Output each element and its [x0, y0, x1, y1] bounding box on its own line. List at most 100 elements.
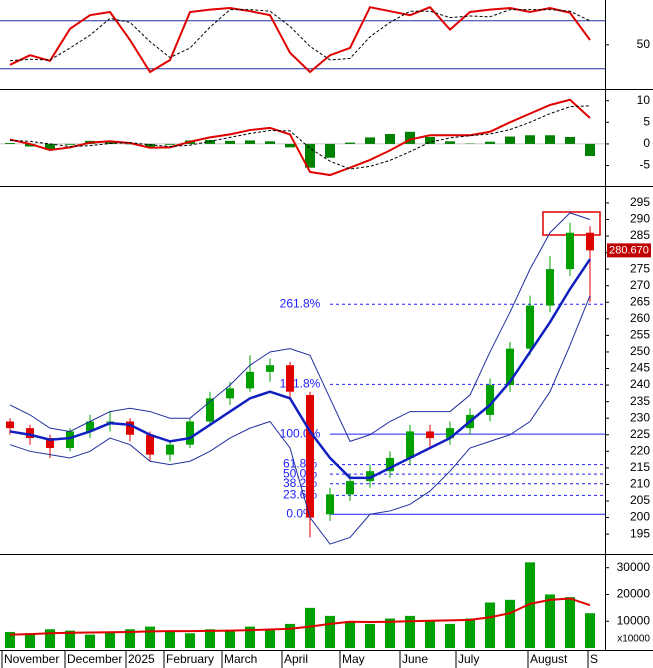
- candle-body: [546, 269, 554, 306]
- bar: [565, 597, 575, 648]
- bar: [45, 143, 55, 150]
- bar: [445, 623, 455, 648]
- bar: [305, 607, 315, 648]
- candle-body: [526, 305, 534, 349]
- y-tick-label: 20000: [617, 587, 651, 601]
- candle-body: [566, 232, 574, 270]
- series-line: [9, 295, 591, 545]
- candle-body: [286, 365, 294, 392]
- bar: [205, 629, 215, 648]
- y-tick-label: 240: [630, 377, 650, 391]
- x-tick-label: May: [342, 652, 365, 666]
- y-tick-label: -5: [639, 158, 650, 172]
- fib-label: 161.8%: [280, 377, 321, 391]
- candle-body: [406, 431, 414, 458]
- y-tick-label: 230: [630, 410, 650, 424]
- bar: [445, 141, 455, 144]
- candle-body: [326, 494, 334, 515]
- candle-body: [446, 428, 454, 439]
- x-tick-label: April: [284, 652, 308, 666]
- y-tick-label: 260: [630, 311, 650, 325]
- y-tick-label: 220: [630, 443, 650, 457]
- y-tick-label: 265: [630, 294, 650, 308]
- candle-body: [86, 421, 94, 432]
- bar: [105, 141, 115, 144]
- bar: [65, 143, 75, 145]
- bar: [125, 629, 135, 648]
- panel-borders: [0, 0, 653, 651]
- bar: [285, 143, 295, 148]
- candle-body: [426, 431, 434, 439]
- bar: [465, 618, 475, 648]
- x-tick-label: December: [67, 652, 122, 666]
- x-tick-label: March: [224, 652, 257, 666]
- bar: [85, 634, 95, 648]
- y-tick-label: 5: [643, 114, 650, 128]
- candle-body: [46, 438, 54, 449]
- candle-body: [26, 428, 34, 439]
- bar: [505, 136, 515, 144]
- bar: [525, 562, 535, 648]
- bar: [265, 141, 275, 144]
- candle-body: [386, 457, 394, 472]
- y-tick-label: 245: [630, 361, 650, 375]
- last-price-label: 280.670: [609, 244, 649, 256]
- y-tick-label: 210: [630, 477, 650, 491]
- series-line: [9, 212, 591, 442]
- bar: [225, 630, 235, 648]
- last-price-tag: [607, 243, 651, 258]
- bar: [5, 631, 15, 648]
- bar: [5, 143, 15, 144]
- candle-body: [126, 421, 134, 435]
- bar: [585, 143, 595, 157]
- candle-body: [306, 395, 314, 518]
- bar: [485, 141, 495, 144]
- bar: [345, 142, 355, 144]
- x-tick-label: S: [590, 652, 598, 666]
- y-tick-label: 205: [630, 493, 650, 507]
- candle-body: [206, 398, 214, 422]
- candle-body: [186, 421, 194, 445]
- bar: [145, 143, 155, 147]
- y-tick-label: 195: [630, 526, 650, 540]
- y-tick-label: 270: [630, 278, 650, 292]
- candle-body: [586, 232, 594, 251]
- series-line: [9, 258, 592, 480]
- bar: [25, 143, 35, 147]
- bar: [585, 613, 595, 648]
- bar: [505, 599, 515, 648]
- bar: [205, 140, 215, 144]
- bar: [365, 623, 375, 648]
- bar: [265, 629, 275, 648]
- y-tick-label: 295: [630, 195, 650, 209]
- series-line: [9, 105, 591, 170]
- bar: [165, 631, 175, 648]
- y-tick-label: 255: [630, 328, 650, 342]
- candle-body: [486, 385, 494, 415]
- y-tick-label: 215: [630, 460, 650, 474]
- candle-body: [66, 431, 74, 449]
- y-tick-label: 0: [643, 136, 650, 150]
- x-tick-label: November: [4, 652, 59, 666]
- bar: [305, 143, 315, 168]
- fib-label: 261.8%: [280, 296, 321, 310]
- bar: [25, 633, 35, 648]
- y-tick-label: 250: [630, 344, 650, 358]
- series-line: [9, 98, 591, 177]
- bar: [345, 621, 355, 648]
- bar: [545, 594, 555, 648]
- series-line: [9, 597, 591, 636]
- candle-body: [226, 388, 234, 399]
- bar: [245, 140, 255, 144]
- bar: [405, 615, 415, 648]
- bar: [385, 618, 395, 648]
- y-tick-label: 10000: [617, 613, 651, 627]
- y-tick-label: 290: [630, 212, 650, 226]
- y-tick-label: 50: [637, 37, 651, 51]
- x-tick-label: 2025: [128, 652, 155, 666]
- candle-body: [166, 444, 174, 455]
- bar: [485, 602, 495, 648]
- bar: [565, 136, 575, 144]
- x-tick-label: June: [402, 652, 428, 666]
